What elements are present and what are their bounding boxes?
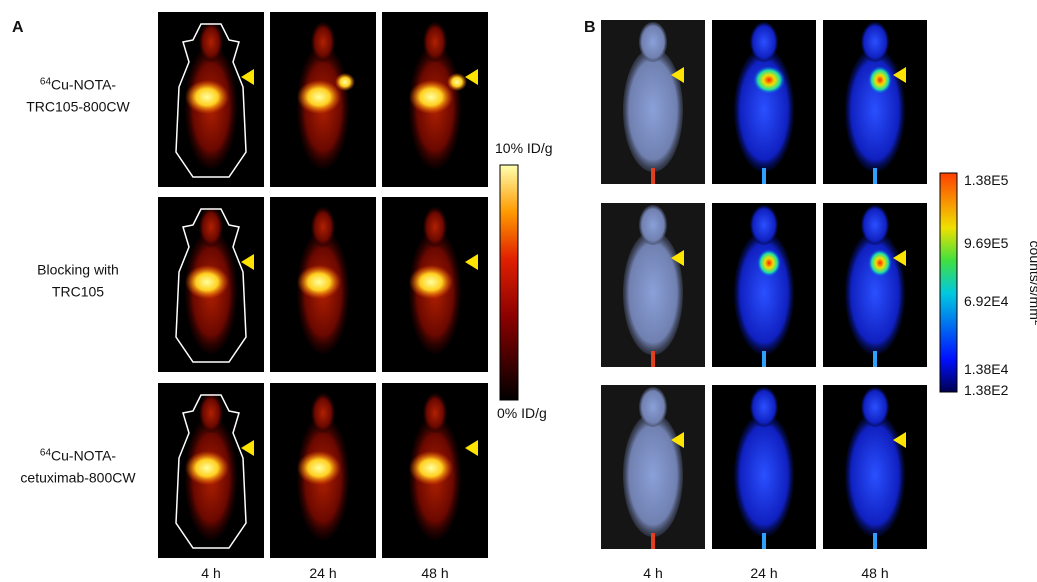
mouse-body — [845, 231, 905, 355]
colorbar-max: 10% ID/g — [495, 140, 553, 156]
uptake — [185, 80, 229, 114]
colorbar — [500, 165, 518, 400]
column-label: 48 h — [861, 565, 888, 581]
mouse-tail — [873, 351, 877, 367]
mouse-head — [861, 205, 889, 245]
tumor-signal — [757, 249, 781, 277]
panel-label: A — [12, 19, 24, 36]
row-label-line: Cu-NOTA- — [51, 448, 116, 464]
mouse-tail — [873, 533, 877, 549]
mouse-body — [734, 48, 794, 172]
tumor-signal — [868, 66, 892, 94]
row-label: TRC105-800CW — [26, 99, 130, 115]
colorbar-tick-label: 1.38E5 — [964, 172, 1009, 188]
uptake — [185, 265, 229, 299]
colorbar-tick-label: 1.38E2 — [964, 382, 1009, 398]
mouse-head — [423, 22, 447, 62]
mouse-head — [639, 22, 667, 62]
mouse-head — [639, 387, 667, 427]
colorbar-title-text: counts/s/mm — [1027, 241, 1037, 320]
uptake — [409, 80, 453, 114]
uptake — [297, 80, 341, 114]
mouse-head — [861, 22, 889, 62]
mouse-body — [623, 413, 683, 537]
mouse-tail — [762, 168, 766, 184]
colorbar-title: counts/s/mm2 — [1027, 241, 1037, 326]
mouse-head — [311, 22, 335, 62]
row-label: Blocking with — [37, 262, 119, 278]
row-label: 64Cu-NOTA- — [40, 77, 117, 93]
mouse-tail — [651, 351, 655, 367]
mouse-head — [311, 207, 335, 247]
mouse-body — [623, 231, 683, 355]
row-label-line: Cu-NOTA- — [51, 77, 116, 93]
mouse-body — [623, 48, 683, 172]
row-label: cetuximab-800CW — [20, 470, 136, 486]
column-label: 48 h — [421, 565, 448, 581]
mouse-tail — [873, 168, 877, 184]
superscript: 2 — [1032, 320, 1037, 326]
colorbar — [940, 173, 957, 392]
mouse-body — [734, 413, 794, 537]
column-label: 4 h — [201, 565, 220, 581]
mouse-tail — [651, 533, 655, 549]
mouse-body — [845, 48, 905, 172]
uptake — [297, 265, 341, 299]
column-label: 4 h — [643, 565, 662, 581]
colorbar-tick-label: 6.92E4 — [964, 293, 1009, 309]
panel-label: B — [584, 19, 596, 36]
mouse-head — [423, 393, 447, 433]
column-label: 24 h — [750, 565, 777, 581]
mouse-head — [750, 22, 778, 62]
uptake — [297, 451, 341, 485]
uptake — [409, 451, 453, 485]
row-label: TRC105 — [52, 284, 104, 300]
mouse-head — [423, 207, 447, 247]
uptake — [185, 451, 229, 485]
mouse-head — [311, 393, 335, 433]
row-label-line: Blocking with — [37, 262, 119, 278]
mouse-head — [750, 205, 778, 245]
mouse-tail — [762, 351, 766, 367]
mouse-head — [861, 387, 889, 427]
mouse-head — [639, 205, 667, 245]
column-label: 24 h — [309, 565, 336, 581]
colorbar-tick-label: 1.38E4 — [964, 361, 1009, 377]
colorbar-tick-label: 9.69E5 — [964, 235, 1009, 251]
mouse-body — [734, 231, 794, 355]
mouse-head — [750, 387, 778, 427]
colorbar-min: 0% ID/g — [497, 405, 547, 421]
figure: A B 10% ID/g 0% ID/g 64Cu-NOTA-TRC105-80… — [0, 0, 1037, 582]
tumor-uptake — [447, 73, 467, 91]
tumor-uptake — [335, 73, 355, 91]
superscript: 64 — [40, 448, 52, 459]
mouse-head — [199, 393, 223, 433]
mouse-head — [199, 207, 223, 247]
mouse-tail — [651, 168, 655, 184]
tumor-signal — [868, 249, 892, 277]
mouse-body — [845, 413, 905, 537]
row-label: 64Cu-NOTA- — [40, 448, 117, 464]
mouse-tail — [762, 533, 766, 549]
tumor-signal — [753, 66, 785, 94]
uptake — [409, 265, 453, 299]
mouse-head — [199, 22, 223, 62]
superscript: 64 — [40, 77, 52, 88]
